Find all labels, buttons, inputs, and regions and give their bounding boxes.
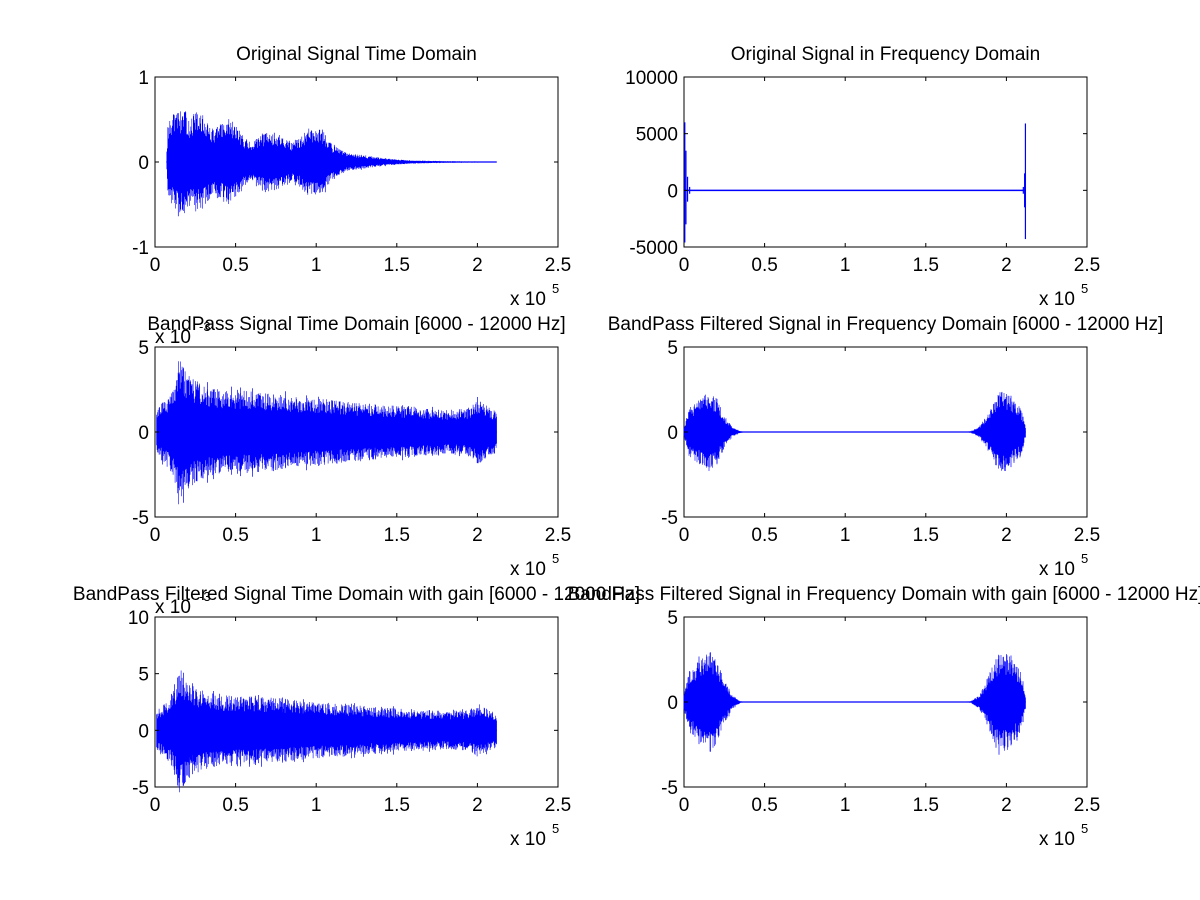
x-multiplier: x 10 — [510, 829, 546, 850]
x-tick-label: 1.5 — [384, 795, 410, 816]
x-tick-label: 2.5 — [1074, 255, 1100, 276]
axes-frame — [683, 76, 1088, 248]
x-tick-label: 1.5 — [913, 525, 939, 546]
x-tick-label: 1 — [840, 255, 851, 276]
x-tick-label: 1 — [311, 795, 322, 816]
subplot-title: BandPass Signal Time Domain [6000 - 1200… — [147, 314, 565, 335]
y-tick-label: 0 — [138, 423, 149, 444]
x-tick-label: 0.5 — [222, 255, 248, 276]
x-tick-label: 0 — [679, 795, 690, 816]
x-tick-label: 2.5 — [545, 795, 571, 816]
x-tick-label: 1.5 — [913, 795, 939, 816]
y-tick-label: 10 — [128, 608, 149, 629]
x-tick-label: 1 — [840, 525, 851, 546]
y-tick-label: 5 — [138, 338, 149, 359]
y-tick-label: 0 — [138, 721, 149, 742]
series-signal — [166, 111, 497, 217]
x-tick-label: 2 — [1001, 255, 1012, 276]
y-multiplier: x 10 — [155, 597, 191, 618]
x-tick-label: 0.5 — [751, 795, 777, 816]
x-tick-label: 0.5 — [222, 795, 248, 816]
x-tick-label: 0 — [679, 255, 690, 276]
y-tick-label: 0 — [667, 423, 678, 444]
x-tick-label: 2.5 — [1074, 795, 1100, 816]
x-multiplier-exponent: 5 — [1081, 281, 1088, 296]
series-signal — [683, 391, 1026, 471]
x-tick-label: 1.5 — [913, 255, 939, 276]
x-multiplier-exponent: 5 — [552, 821, 559, 836]
x-tick-label: 0.5 — [222, 525, 248, 546]
x-tick-label: 0 — [679, 525, 690, 546]
y-multiplier-exponent: -3 — [199, 589, 211, 604]
x-multiplier: x 10 — [510, 559, 546, 580]
y-tick-label: -5 — [661, 778, 678, 799]
subplot-title: BandPass Filtered Signal in Frequency Do… — [568, 584, 1200, 605]
subplot-title: Original Signal Time Domain — [236, 44, 477, 65]
x-tick-label: 1.5 — [384, 255, 410, 276]
y-tick-label: 5 — [138, 665, 149, 686]
subplot-title: BandPass Filtered Signal in Frequency Do… — [608, 314, 1164, 335]
y-tick-label: 10000 — [625, 68, 678, 89]
x-tick-label: 0.5 — [751, 525, 777, 546]
x-multiplier-exponent: 5 — [552, 551, 559, 566]
series-signal — [684, 122, 1027, 243]
x-tick-label: 1 — [311, 255, 322, 276]
x-tick-label: 2.5 — [545, 525, 571, 546]
x-tick-label: 2 — [472, 795, 483, 816]
x-multiplier-exponent: 5 — [1081, 551, 1088, 566]
x-tick-label: 2.5 — [545, 255, 571, 276]
y-tick-label: 0 — [138, 153, 149, 174]
x-tick-label: 1 — [840, 795, 851, 816]
y-tick-label: 0 — [667, 693, 678, 714]
x-tick-label: 0 — [150, 795, 161, 816]
series-signal — [683, 652, 1026, 755]
x-tick-label: 2.5 — [1074, 525, 1100, 546]
x-tick-label: 0 — [150, 255, 161, 276]
x-tick-label: 2 — [472, 525, 483, 546]
series-signal — [156, 361, 497, 505]
x-tick-label: 2 — [472, 255, 483, 276]
x-tick-label: 2 — [1001, 525, 1012, 546]
y-tick-label: 1 — [138, 68, 149, 89]
signal-trace — [156, 361, 497, 505]
subplot-title: BandPass Filtered Signal Time Domain wit… — [73, 584, 640, 605]
x-tick-label: 1.5 — [384, 525, 410, 546]
y-tick-label: -5 — [661, 508, 678, 529]
y-tick-label: 5 — [667, 338, 678, 359]
x-multiplier: x 10 — [1039, 559, 1075, 580]
x-multiplier-exponent: 5 — [1081, 821, 1088, 836]
x-tick-label: 2 — [1001, 795, 1012, 816]
y-multiplier-exponent: -3 — [199, 319, 211, 334]
y-tick-label: -5 — [132, 508, 149, 529]
y-tick-label: -5 — [132, 778, 149, 799]
y-tick-label: -1 — [132, 238, 149, 259]
x-multiplier: x 10 — [510, 289, 546, 310]
y-tick-label: -5000 — [629, 238, 678, 259]
x-multiplier: x 10 — [1039, 289, 1075, 310]
x-multiplier-exponent: 5 — [552, 281, 559, 296]
y-tick-label: 5000 — [636, 125, 678, 146]
x-tick-label: 0 — [150, 525, 161, 546]
subplot-title: Original Signal in Frequency Domain — [731, 44, 1040, 65]
x-tick-label: 0.5 — [751, 255, 777, 276]
x-multiplier: x 10 — [1039, 829, 1075, 850]
y-tick-label: 5 — [667, 608, 678, 629]
axes-frame — [154, 616, 559, 788]
y-multiplier: x 10 — [155, 327, 191, 348]
x-tick-label: 1 — [311, 525, 322, 546]
y-tick-label: 0 — [667, 181, 678, 202]
